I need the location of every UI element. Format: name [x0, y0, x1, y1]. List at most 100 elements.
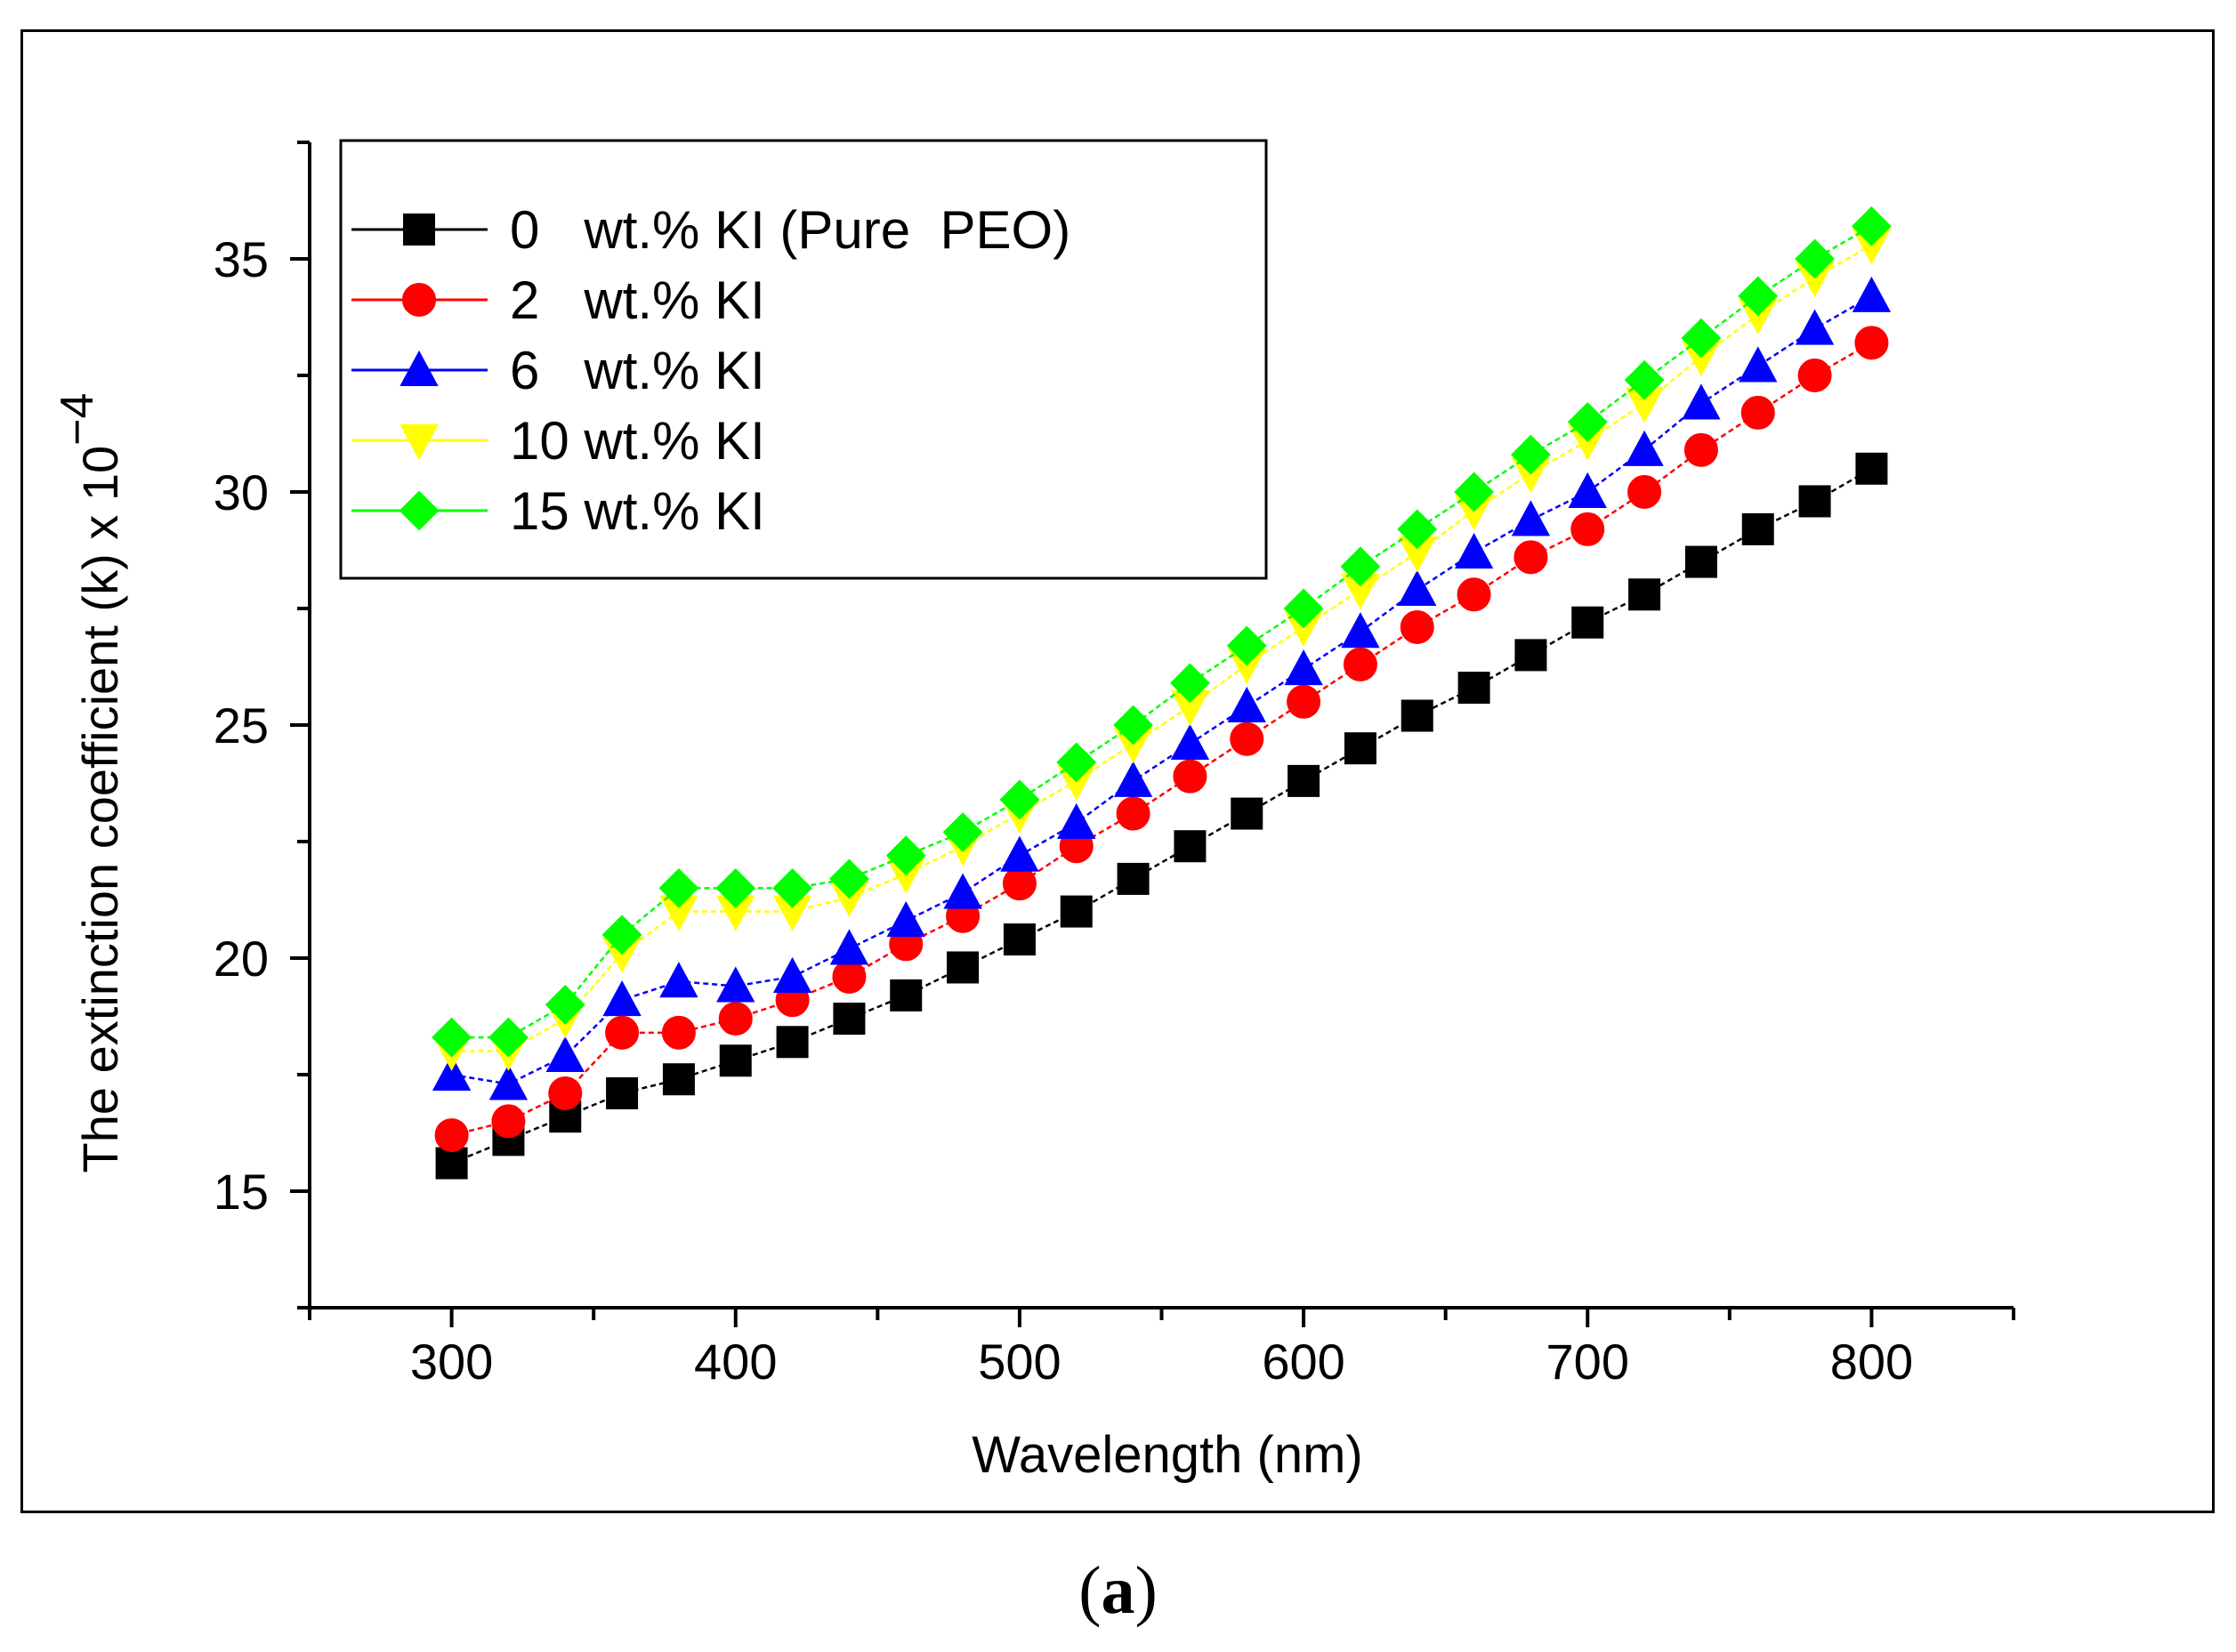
y-tick-label: 30: [214, 464, 269, 520]
data-point: [715, 867, 756, 908]
series-4: [432, 205, 1892, 1058]
data-point: [943, 873, 982, 909]
x-tick-label: 600: [1262, 1334, 1344, 1390]
data-point: [1287, 684, 1321, 719]
data-point: [1511, 434, 1551, 475]
caption-close-paren: ): [1134, 1553, 1158, 1628]
data-point: [1170, 663, 1210, 704]
data-point: [716, 966, 755, 1003]
data-point: [545, 984, 585, 1025]
data-point: [1681, 318, 1722, 359]
x-tick-label: 800: [1830, 1334, 1913, 1390]
figure-frame: [20, 29, 2215, 1513]
data-point: [1060, 895, 1093, 928]
data-point: [1454, 471, 1494, 512]
data-point: [1170, 723, 1210, 760]
legend-label: 10 wt.% KI: [510, 411, 765, 471]
legend-label: 0 wt.% KI (Pure PEO): [510, 200, 1070, 260]
data-point: [1854, 326, 1889, 360]
series-2: [432, 276, 1892, 1100]
data-point: [548, 1076, 583, 1110]
data-point: [658, 867, 699, 908]
x-tick-label: 500: [978, 1334, 1061, 1390]
data-point: [1288, 764, 1320, 797]
data-point: [886, 900, 925, 938]
legend-marker: [402, 283, 436, 317]
caption-label: a: [1101, 1553, 1135, 1628]
legend-box: [339, 139, 1268, 580]
data-point: [772, 956, 812, 993]
data-point: [1227, 686, 1266, 723]
data-point: [947, 951, 980, 984]
legend-label: 2 wt.% KI: [510, 270, 765, 330]
caption-open-paren: (: [1078, 1553, 1102, 1628]
data-point: [1511, 500, 1551, 536]
data-point: [942, 812, 983, 852]
data-point: [1568, 471, 1607, 508]
legend-item: 10 wt.% KI: [351, 411, 765, 471]
data-point: [1567, 401, 1608, 442]
data-point: [776, 1026, 809, 1059]
data-point: [1113, 705, 1153, 745]
series-layer: [432, 205, 1892, 1180]
data-point: [1571, 606, 1604, 639]
data-point: [1514, 639, 1547, 672]
y-axis-label-text: The extinction coefficient (k) x 10: [72, 446, 128, 1173]
data-point: [1625, 430, 1664, 466]
data-point: [1117, 862, 1150, 895]
data-point: [772, 867, 812, 908]
data-point: [1173, 759, 1207, 794]
data-point: [1002, 866, 1037, 901]
data-point: [1343, 647, 1377, 681]
data-point: [1852, 276, 1892, 312]
data-point: [434, 1118, 469, 1153]
data-point: [1284, 649, 1323, 686]
data-point: [606, 1076, 639, 1109]
data-point: [1855, 452, 1888, 485]
data-point: [890, 979, 923, 1011]
legend-item: 15 wt.% KI: [351, 481, 765, 541]
y-axis-label-group: The extinction coefficient (k) x 10−4: [52, 393, 128, 1173]
data-point: [1226, 625, 1267, 666]
data-point: [605, 1015, 640, 1050]
y-tick-label: 20: [214, 931, 269, 987]
data-point: [1116, 796, 1150, 831]
data-point: [1340, 546, 1381, 587]
data-point: [1624, 359, 1665, 400]
x-axis-label: Wavelength (nm): [972, 1426, 1362, 1484]
data-point: [662, 1063, 695, 1096]
data-point: [1400, 609, 1434, 644]
figure-caption: (a): [0, 1552, 2236, 1630]
series-0: [435, 452, 1888, 1180]
data-point: [1457, 577, 1491, 612]
data-point: [1174, 830, 1207, 863]
data-point: [718, 1002, 753, 1036]
data-point: [1003, 923, 1036, 956]
data-point: [1056, 742, 1097, 783]
data-point: [1797, 359, 1832, 392]
data-point: [719, 1044, 752, 1077]
data-point: [999, 779, 1040, 820]
data-point: [1454, 533, 1494, 569]
data-point: [1741, 512, 1774, 545]
data-point: [1682, 383, 1721, 420]
y-tick-label: 15: [214, 1164, 269, 1220]
legend-label: 6 wt.% KI: [510, 341, 765, 400]
data-point: [1231, 797, 1263, 830]
data-point: [1000, 835, 1039, 872]
data-point: [1798, 485, 1831, 518]
data-point: [491, 1104, 526, 1139]
data-point: [432, 1017, 472, 1058]
data-point: [1397, 509, 1438, 550]
data-point: [1398, 569, 1437, 607]
series-1: [434, 326, 1889, 1153]
y-axis-label: The extinction coefficient (k) x 10−4: [52, 393, 128, 1173]
y-tick-label: 25: [214, 697, 269, 753]
data-point: [1738, 276, 1779, 317]
data-point: [1852, 205, 1892, 246]
data-point: [1739, 346, 1778, 383]
data-point: [1457, 672, 1490, 705]
data-point: [661, 1015, 696, 1050]
legend-marker: [399, 490, 440, 531]
data-point: [1230, 721, 1264, 756]
